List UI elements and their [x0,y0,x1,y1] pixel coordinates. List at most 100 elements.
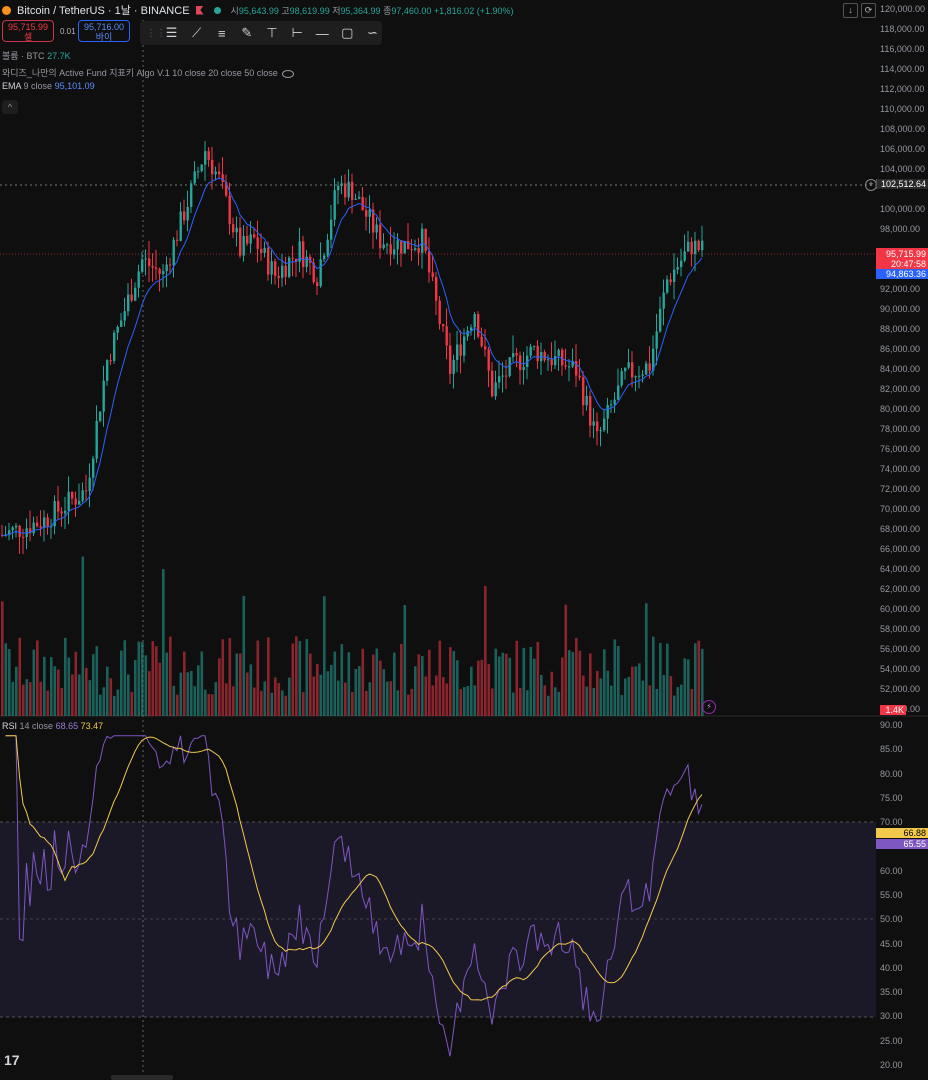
volume-bar [526,690,529,716]
candle-body [165,264,168,272]
horizontal-lines-icon[interactable]: ☰ [165,25,178,40]
candle-body [11,527,14,531]
arrow-down-icon[interactable]: ↓ [843,3,858,18]
candle-body [71,491,74,499]
volume-bar [274,677,277,716]
candle-body [141,259,144,272]
parallel-channel-icon[interactable]: ≡ [217,25,226,41]
candle-body [267,247,270,275]
range-icon[interactable]: ⊢ [291,25,303,40]
volume-bar [347,652,351,716]
volume-bar [456,660,459,716]
candle-body [662,292,665,309]
collapse-legend-icon[interactable]: ^ [2,100,18,114]
hidden-eye-icon[interactable] [281,69,294,78]
volume-bar [596,670,599,716]
volume-bar [165,652,169,716]
volume-bar [379,660,382,716]
volume-bar [403,605,407,716]
drag-handle-icon[interactable]: ⋮⋮ [146,27,166,39]
volume-bar [648,685,652,716]
volume-bar [53,666,57,716]
volume-bar [547,695,550,716]
price-axis-tick-label: 100,000.00 [880,204,926,214]
volume-legend[interactable]: 볼륨 · BTC 27.7K [2,51,71,61]
rsi-legend[interactable]: RSI 14 close 68.65 73.47 [2,721,104,731]
sync-icon[interactable]: ⟳ [861,3,876,18]
candle-body [144,258,147,260]
volume-bar [204,689,207,716]
price-axis-tick-label: 118,000.00 [880,24,925,34]
volume-bar [155,646,158,716]
volume-bar [22,684,25,716]
line-tool-icon[interactable]: — [315,25,329,41]
tradingview-logo-icon[interactable]: 17 [4,1052,20,1068]
volume-bar [214,682,218,716]
candle-body [445,326,448,346]
volume-bar [676,687,680,716]
volume-bar [673,695,676,716]
candle-body [533,345,536,347]
candle-body [333,190,336,220]
candle-body [235,227,238,233]
lightning-icon[interactable]: ⚡ [702,700,716,714]
trend-line-icon[interactable]: ⟋ [192,25,202,40]
volume-bar [662,675,666,716]
ema-legend[interactable]: EMA 9 close 95,101.09 [2,81,95,91]
volume-bar [477,660,480,716]
volume-bar [582,675,585,716]
volume-bar [127,674,130,716]
candle-body [39,526,42,528]
volume-bar [631,666,634,716]
indicator-legend[interactable]: 와디즈_나만의 Active Fund 지표키 Algo V.1 10 clos… [2,66,294,79]
candle-body [477,314,480,337]
fib-icon[interactable]: ⊤ [266,25,278,40]
volume-bar [421,656,424,716]
ema-line [2,177,703,536]
price-axis-tick-label: 56,000.00 [880,644,921,654]
volume-bar [459,689,463,716]
candle-body [298,241,301,262]
candle-body [85,490,88,492]
volume-bar [536,641,540,716]
price-axis-tick-label: 86,000.00 [880,344,921,354]
volume-bar [337,680,340,716]
candle-body [81,490,84,501]
volume-bar [141,642,144,716]
symbol-title[interactable]: Bitcoin / TetherUS · 1날 · BINANCE [17,5,190,17]
volume-bar [428,649,431,716]
flag-icon[interactable] [195,5,204,15]
candle-body [582,377,585,406]
candle-body [634,376,637,378]
volume-bar [106,666,109,716]
candle-body [218,171,221,175]
volume-bar [288,677,291,716]
candle-body [526,355,529,368]
rsi-axis-tick-label: 80.00 [880,768,903,779]
candle-body [666,279,669,293]
candle-body [512,353,515,358]
brush-icon[interactable]: ✎ [241,25,253,40]
horizontal-scrollbar[interactable] [111,1075,173,1080]
candle-body [438,300,441,325]
volume-bar [603,649,606,716]
candle-body [354,198,357,200]
sell-button[interactable]: 95,715.99 셀 [2,20,54,42]
volume-bar [435,675,438,716]
candle-body [550,359,553,366]
rectangle-icon[interactable]: ▢ [341,25,354,40]
volume-bar [92,654,95,716]
price-axis-tick-label: 116,000.00 [880,44,925,54]
candle-body [29,528,32,534]
volume-bar [197,665,200,716]
candle-body [547,359,550,361]
price-axis-tick-label: 72,000.00 [880,484,921,494]
volume-bar [1,601,4,716]
candle-body [627,362,630,368]
volume-bar [74,651,78,716]
candle-body [57,501,60,512]
curve-icon[interactable]: ∽ [366,25,378,40]
volume-bar [43,656,46,716]
buy-button[interactable]: 95,716.00 바이 [78,20,130,42]
